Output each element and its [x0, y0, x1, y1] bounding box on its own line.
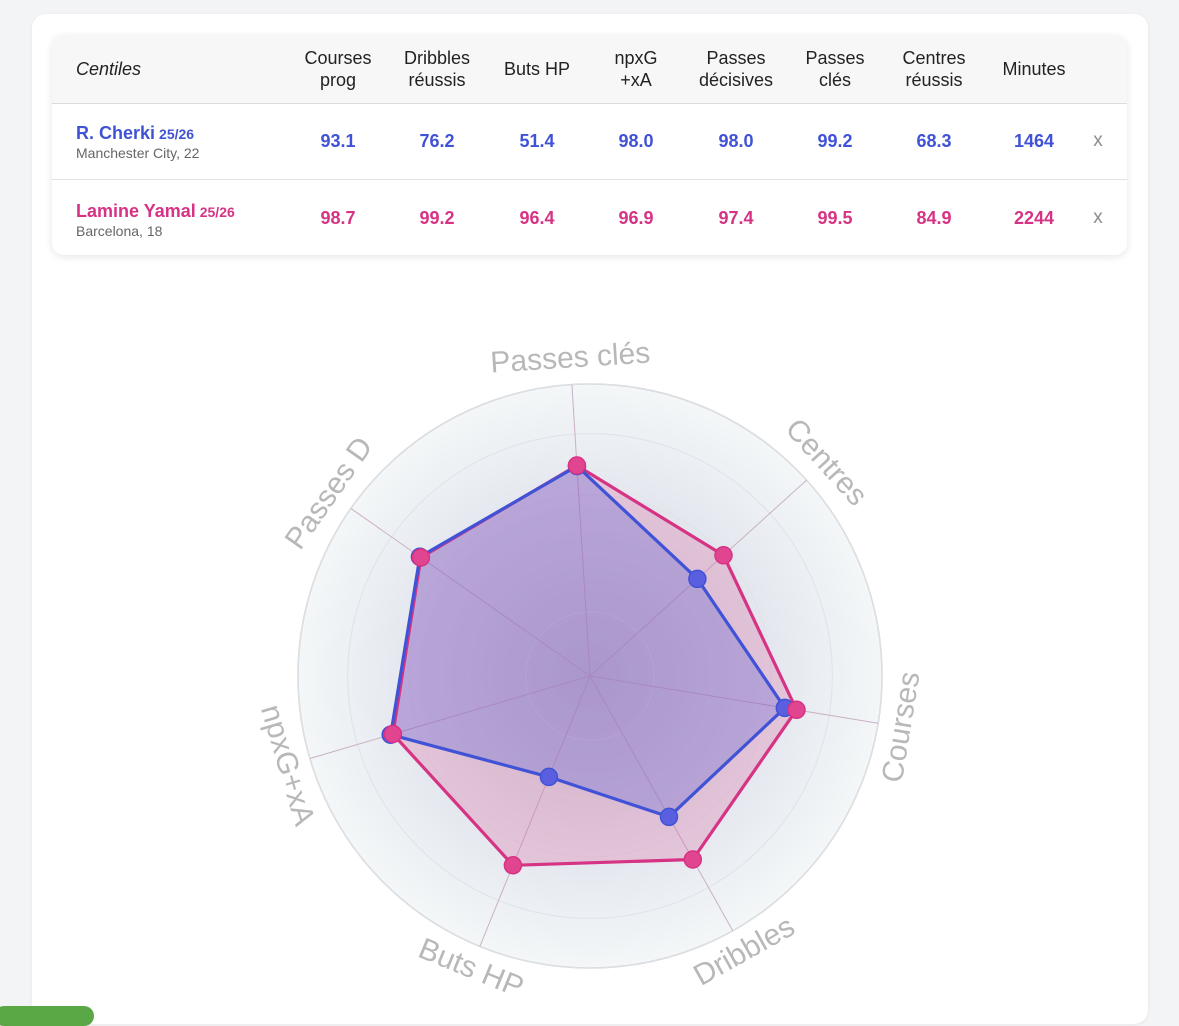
radar-grid-ring — [525, 611, 655, 741]
value-cell: 96.9 — [618, 207, 654, 228]
table-row: R. Cherki 25/26 Manchester City, 22 93.1 … — [52, 103, 1127, 180]
radar-grid-ring — [347, 433, 833, 919]
data-point-yamal[interactable] — [383, 724, 403, 744]
table-corner-label: Centiles — [76, 59, 142, 79]
radar-grid-ring — [297, 383, 883, 969]
table-header: Centiles Courses prog Dribbles réussis But… — [52, 35, 1127, 104]
data-point-cherki[interactable] — [688, 569, 707, 589]
data-point-cherki[interactable] — [659, 807, 679, 827]
remove-player-button[interactable]: x — [1093, 130, 1103, 151]
player-club: Manchester City, 22 — [76, 145, 200, 161]
value-cell: 99.5 — [817, 207, 853, 228]
value-cell: 51.4 — [519, 130, 555, 151]
action-button[interactable] — [0, 1006, 94, 1026]
radar-spoke — [589, 675, 734, 931]
series-line-cherki — [389, 464, 787, 819]
radar-spoke — [589, 675, 879, 724]
value-cell: 68.3 — [916, 130, 952, 151]
axis-label: Passes clés — [489, 337, 651, 380]
value-cell: 93.1 — [320, 130, 356, 151]
value-cell: 98.0 — [718, 130, 754, 151]
column-header-passes-decisives[interactable]: Passes décisives — [698, 48, 774, 90]
radar-spoke — [571, 384, 591, 677]
player-name[interactable]: R. Cherki 25/26 — [76, 123, 195, 143]
column-header-buts-hp[interactable]: Buts HP — [503, 59, 571, 79]
player-name[interactable]: Lamine Yamal 25/26 — [76, 201, 235, 221]
value-cell: 2244 — [1013, 207, 1055, 228]
remove-player-button[interactable]: x — [1093, 207, 1103, 228]
column-header-dribbles-reussis[interactable]: Dribbles réussis — [403, 48, 471, 90]
value-cell: 96.4 — [519, 207, 555, 228]
series-area-cherki — [390, 466, 785, 817]
value-cell: 1464 — [1013, 130, 1055, 151]
radar-spoke — [350, 508, 591, 677]
radar-grid-ring — [466, 552, 714, 800]
radar-spoke — [479, 675, 591, 947]
column-header-courses-prog[interactable]: Courses prog — [304, 48, 372, 90]
value-cell: 84.9 — [916, 207, 952, 228]
column-header-minutes[interactable]: Minutes — [1002, 59, 1066, 79]
table-row: Lamine Yamal 25/26 Barcelona, 18 98.7 99.… — [52, 180, 1127, 255]
column-header-passes-cles[interactable]: Passes clés — [805, 48, 865, 90]
player-club: Barcelona, 18 — [76, 223, 163, 239]
axis-label: Courses — [876, 669, 927, 785]
value-cell: 76.2 — [419, 130, 455, 151]
data-point-yamal[interactable] — [683, 850, 703, 869]
data-point-yamal[interactable] — [714, 546, 733, 565]
radar-grid-ring — [408, 494, 772, 858]
value-cell: 98.7 — [320, 207, 356, 228]
data-point-yamal[interactable] — [787, 700, 806, 720]
radar-spoke — [309, 675, 591, 759]
column-header-centres-reussis[interactable]: Centres réussis — [902, 48, 966, 90]
data-point-yamal[interactable] — [503, 856, 523, 875]
series-area-yamal — [392, 465, 797, 866]
data-point-yamal[interactable] — [411, 548, 431, 567]
percentile-table: Centiles Courses prog Dribbles réussis But… — [52, 35, 1127, 255]
value-cell: 99.2 — [817, 130, 853, 151]
value-cell: 99.2 — [419, 207, 455, 228]
value-cell: 97.4 — [718, 207, 754, 228]
player-season: 25/26 — [159, 126, 195, 142]
data-point-cherki[interactable] — [539, 767, 559, 787]
column-header-npxg-xa[interactable]: npxG +xA — [614, 48, 658, 90]
value-cell: 98.0 — [618, 130, 654, 151]
player-season: 25/26 — [199, 204, 235, 220]
data-point-yamal[interactable] — [567, 456, 587, 475]
